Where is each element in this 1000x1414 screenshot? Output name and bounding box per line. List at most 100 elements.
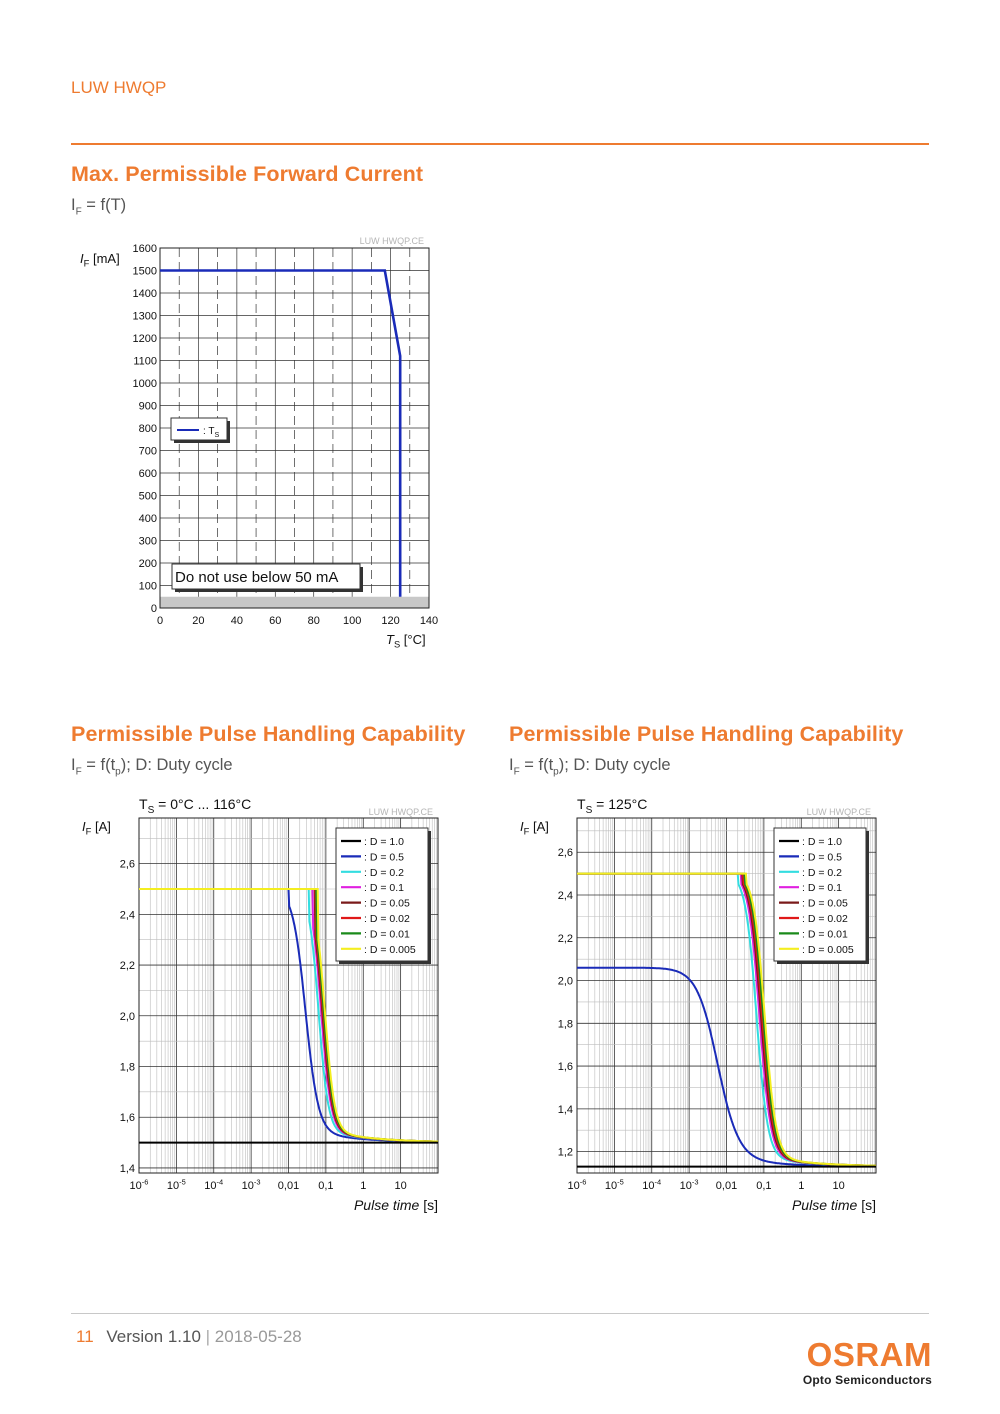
y-tick-label: 900 [139,401,157,413]
y-tick-label: 400 [139,513,157,525]
x-tick-label: 80 [308,615,320,627]
y-axis-label-part: [A] [91,819,111,834]
annotation-box [171,563,361,590]
formula-mid: = f(t [81,756,116,774]
x-tick-label: 10-5 [167,1177,186,1192]
y-axis-label-part: F [84,259,90,269]
legend-label: : D = 0.01 [802,928,848,940]
legend-label: : D = 0.05 [802,898,848,910]
y-tick-label: 1400 [133,288,157,300]
legend-label: : D = 0.02 [802,913,848,925]
x-tick-label: 40 [231,615,243,627]
document-header: LUW HWQP [71,78,167,97]
y-tick-label: 2,2 [120,960,135,972]
formula-rest: = f(T) [81,196,127,214]
x-tick-label-part: -5 [179,1177,186,1186]
x-tick-label: 1 [360,1180,366,1192]
x-tick-label-part: 1 [360,1180,366,1192]
plot-frame [159,247,430,609]
formula-subscript-2: p [553,766,559,778]
temperature-condition-part: T [139,796,148,812]
formula-subscript: F [513,766,520,778]
temperature-condition-part: S [586,805,593,816]
x-tick-label-part: -6 [580,1177,587,1186]
y-tick-label: 1300 [133,311,157,323]
annotation-text: Do not use below 50 mA [175,569,338,586]
y-tick-label: 1,4 [120,1163,135,1175]
x-tick-label: 0,1 [318,1180,333,1192]
version-label: Version 1.10 [106,1327,201,1346]
legend-label: : D = 1.0 [802,836,842,848]
x-tick-label: 20 [192,615,204,627]
pulse-chart-right: 1,21,41,61,82,02,22,42,610-6 10-5 10-4 10-3… [520,796,877,1213]
y-axis-label-part: I [520,819,524,834]
x-tick-label-part: 0,01 [278,1180,299,1192]
x-axis-label-part: [s] [419,1197,438,1213]
legend-box [335,827,429,962]
y-tick-label: 200 [139,558,157,570]
x-tick-label-part: 0,1 [318,1180,333,1192]
y-axis-label-part: [mA] [89,251,119,266]
plot-frame [138,817,439,1174]
x-axis-label: TS [°C] [386,632,426,650]
pulse-chart-left: 1,41,61,82,02,22,42,610-6 10-5 10-4 10-3 0,0… [82,796,439,1213]
temperature-condition-part: S [148,805,155,816]
y-tick-label: 800 [139,423,157,435]
x-tick-label-part: 10 [568,1180,580,1192]
legend-label-part: : T [203,426,214,437]
formula-mid: = f(t [519,756,554,774]
plot-frame [576,817,877,1174]
y-axis-label-part: I [82,819,86,834]
legend-label: : D = 0.1 [364,882,404,894]
legend-label: : D = 0.2 [364,867,404,879]
y-tick-label: 0 [151,603,157,615]
y-tick-label: 1000 [133,378,157,390]
temperature-condition: TS = 0°C ... 116°C [139,796,251,816]
formula-pulse-right: IF = f(tp); D: Duty cycle [509,756,671,777]
x-tick-label-part: -5 [617,1177,624,1186]
y-tick-label: 2,6 [558,847,573,859]
temperature-condition: TS = 125°C [577,796,647,816]
x-tick-label-part: 0,1 [756,1180,771,1192]
x-tick-label-part: -3 [692,1177,699,1186]
y-tick-label: 300 [139,536,157,548]
y-tick-label: 2,4 [120,909,135,921]
y-axis-label-part: I [80,251,84,266]
page-number: 11 [76,1327,94,1346]
x-tick-label: 60 [269,615,281,627]
x-axis-label-part: S [394,640,400,650]
formula-symbol: I [509,756,514,774]
x-tick-label-part: -3 [254,1177,261,1186]
x-tick-label: 10 [833,1180,845,1192]
chart-watermark: LUW HWQP.CE [369,807,433,817]
y-tick-label: 500 [139,491,157,503]
y-tick-label: 2,0 [558,976,573,988]
formula-symbol: I [71,196,76,214]
x-tick-label-part: -6 [142,1177,149,1186]
y-tick-label: 1,2 [558,1147,573,1159]
y-tick-label: 1,8 [558,1018,573,1030]
y-tick-label: 2,0 [120,1011,135,1023]
x-tick-label-part: 10 [833,1180,845,1192]
x-tick-label: 10-6 [568,1177,587,1192]
y-tick-label: 1600 [133,243,157,255]
x-tick-label-part: 10 [605,1180,617,1192]
series-line [160,269,402,597]
x-tick-label: 0,01 [716,1180,737,1192]
series-line [139,888,439,1143]
x-tick-label-part: 10 [242,1180,254,1192]
y-axis-label-part: F [524,827,530,837]
legend-label: : D = 0.005 [364,944,416,956]
legend-label: : D = 0.5 [364,851,404,863]
temperature-condition-part: = 0°C ... 116°C [154,796,251,812]
osram-logo: OSRAM Opto Semiconductors [790,1338,932,1387]
logo-subtitle: Opto Semiconductors [802,1373,932,1387]
x-tick-label: 100 [343,615,361,627]
y-axis-label-part: F [86,827,92,837]
x-tick-label-part: 10 [204,1180,216,1192]
x-tick-label: 10 [395,1180,407,1192]
x-tick-label-part: 0,01 [716,1180,737,1192]
section-title-pulse-right: Permissible Pulse Handling Capability [509,722,904,746]
legend-label: : D = 0.05 [364,898,410,910]
x-tick-label: 10-3 [242,1177,261,1192]
